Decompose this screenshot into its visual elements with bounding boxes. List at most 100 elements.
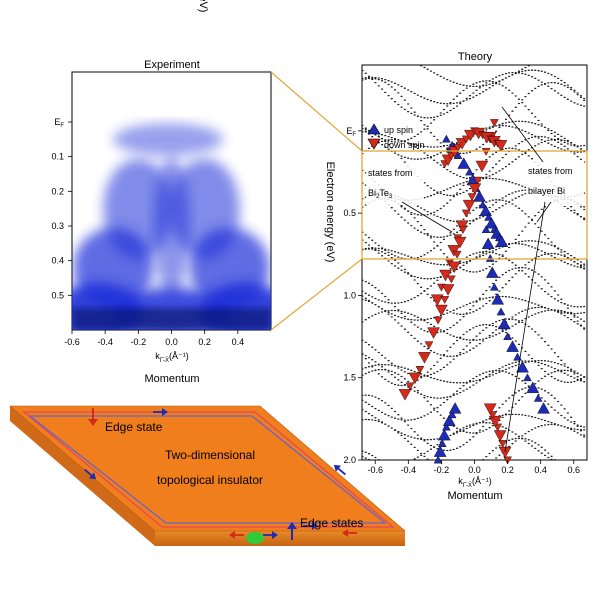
experiment-y-tick: 0.4 (51, 256, 64, 266)
down-spin-marker (493, 430, 507, 442)
topological-insulator-diagram: Two-dimensional topological insulator Ed… (9, 405, 406, 546)
annotation-bi2te3: states from Bi2Te3 (366, 163, 453, 233)
zoom-guide-top (270, 71, 363, 152)
up-spin-marker (367, 123, 381, 135)
up-spin-marker (433, 455, 443, 464)
up-spin-marker (442, 422, 451, 431)
edge-arrow (229, 531, 244, 539)
theory-y-tick: 1.5 (343, 373, 356, 383)
edge-arrows (84, 408, 357, 540)
up-spin-marker (485, 253, 495, 262)
annotation-bilayer-bi: states from bilayer Bi (501, 106, 584, 453)
up-spin-marker (523, 373, 532, 382)
up-spin-marker (465, 167, 474, 176)
down-spin-marker (435, 304, 448, 317)
up-spin-marker (437, 439, 447, 447)
up-spin-marker (516, 361, 529, 373)
down-spin-marker (498, 440, 507, 448)
down-spin-marker (415, 366, 425, 374)
experiment-x-tick: 0.2 (198, 337, 211, 347)
theory-x-tick: -0.6 (367, 465, 383, 475)
down-spin-marker (461, 209, 471, 218)
theory-x-tick: 0.4 (534, 465, 547, 475)
edge-channel-inner (28, 415, 387, 524)
experiment-panel: Experiment -0.6 -0.4 -0.2 0.0 0.2 0.4 EF 0.1 0.2… (51, 0, 272, 385)
theory-panel: Theory -0.6 -0.4 -0.2 0.0 0.2 0.4 0.6 EF 0.5 1.0 1… (324, 51, 588, 502)
down-spin-marker (439, 269, 452, 282)
experiment-x-label: kΓ̄-X̄(Å⁻¹) (155, 351, 189, 364)
up-spin-marker (495, 235, 509, 247)
slab-side-front (155, 531, 405, 546)
up-spin-marker (447, 410, 457, 419)
up-spin-marker (490, 282, 499, 291)
annotation-bi2te3-arrow (401, 201, 453, 233)
theory-y-tick: 2.0 (343, 455, 356, 465)
down-spin-marker (441, 284, 455, 296)
down-spin-marker (453, 143, 463, 152)
down-spin-marker (475, 160, 489, 173)
up-spin-marker (496, 307, 506, 316)
theory-spin-bands (398, 119, 550, 465)
down-spin-marker (452, 250, 462, 259)
experiment-axes: -0.6 -0.4 -0.2 0.0 0.2 0.4 EF 0.1 0.2 0.3 0.4 0.5 (51, 117, 244, 347)
theory-y-label: Electron energy (eV) (324, 162, 336, 263)
down-spin-marker (498, 446, 512, 459)
annotation-bilayer-arrow-1 (501, 106, 544, 163)
down-spin-marker (427, 327, 440, 339)
theory-x-tick: -0.4 (401, 465, 417, 475)
theory-legend: up spin down spin (367, 123, 425, 150)
annotation-bilayer-arrow-2 (536, 201, 552, 223)
up-spin-marker (481, 237, 495, 249)
theory-x-label: kΓ̄-X̄(Å⁻¹) (458, 476, 492, 489)
experiment-x-tick: 0.0 (165, 337, 178, 347)
edge-arrow (333, 464, 346, 476)
theory-x-tick: 0.6 (568, 465, 581, 475)
up-spin-marker (442, 134, 451, 143)
edge-arrow (153, 408, 168, 416)
down-spin-marker (455, 220, 469, 232)
down-spin-marker (447, 245, 461, 257)
up-spin-marker (506, 340, 519, 352)
down-spin-marker (408, 372, 422, 385)
theory-x-tick: 0.0 (468, 465, 481, 475)
down-spin-marker (481, 148, 491, 156)
up-spin-marker (485, 266, 499, 278)
down-spin-marker (473, 176, 483, 185)
up-spin-marker (497, 317, 511, 330)
up-spin-marker (503, 332, 512, 340)
down-spin-marker (433, 316, 443, 325)
slab-top (9, 405, 406, 532)
theory-y-tick: 0.5 (343, 208, 356, 218)
experiment-y-tick: EF (54, 117, 64, 129)
up-spin-marker (442, 414, 456, 426)
label-topological-insulator: topological insulator (157, 473, 263, 487)
down-spin-marker (468, 183, 482, 195)
down-spin-marker (418, 352, 431, 364)
down-spin-marker (494, 140, 508, 152)
slab-side-left (10, 406, 155, 546)
up-spin-marker (433, 445, 447, 457)
down-spin-marker (467, 193, 477, 202)
up-spin-marker (491, 293, 505, 305)
up-spin-arrow (287, 522, 297, 540)
up-spin-marker (537, 402, 550, 414)
experiment-x-tick: 0.4 (232, 337, 245, 347)
down-spin-marker (490, 119, 499, 128)
up-spin-marker (513, 352, 522, 361)
down-spin-marker (447, 261, 461, 274)
zoom-window (361, 150, 588, 260)
down-spin-marker (367, 138, 381, 150)
annotation-bilayer-line2: bilayer Bi (528, 186, 565, 196)
down-spin-marker (453, 236, 467, 249)
down-spin-marker (424, 341, 434, 350)
up-spin-marker (457, 157, 471, 169)
down-spin-marker (458, 226, 468, 234)
experiment-title: Experiment (144, 59, 200, 71)
experiment-y-tick: 0.1 (51, 152, 64, 162)
label-edge-states: Edge states (300, 516, 363, 530)
down-spin-marker (488, 415, 502, 428)
annotation-bi2te3-line1: states from (368, 168, 413, 178)
theory-axes: -0.6 -0.4 -0.2 0.0 0.2 0.4 0.6 EF 0.5 1.0 1.5 2.0 (343, 126, 580, 475)
down-spin-marker (462, 199, 476, 212)
